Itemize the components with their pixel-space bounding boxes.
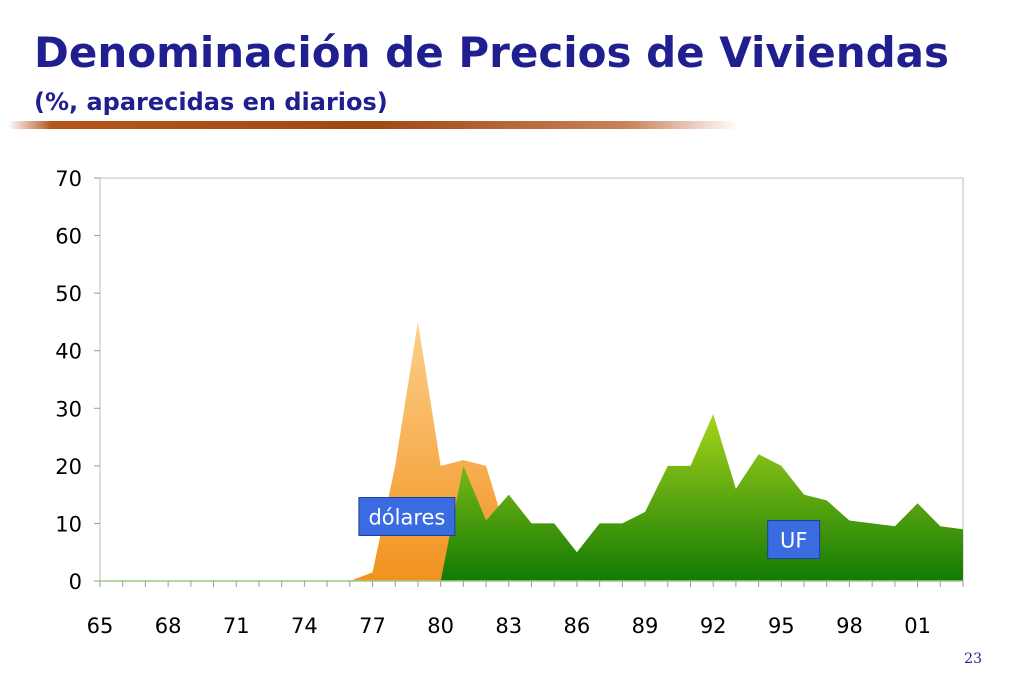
x-tick-label: 98 <box>836 614 863 638</box>
slide-title: Denominación de Precios de Viviendas <box>34 28 949 77</box>
x-tick-label: 74 <box>291 614 318 638</box>
axis-layer: 0 10 20 30 40 50 60 70 65 68 71 74 77 80 83 86 89 92 95 98 0… <box>55 167 964 638</box>
x-tick-label: 89 <box>632 614 659 638</box>
x-tick-label: 95 <box>768 614 795 638</box>
x-tick-label: 01 <box>904 614 931 638</box>
title-divider <box>8 121 738 129</box>
y-tick-label: 10 <box>55 512 82 536</box>
x-tick-label: 83 <box>495 614 522 638</box>
series-label-layer: dólares UF <box>358 497 821 560</box>
series-label-text: dólares <box>368 506 445 530</box>
page-number: 23 <box>964 651 982 667</box>
y-tick-label: 30 <box>55 397 82 421</box>
x-tick-label: 71 <box>223 614 250 638</box>
series-layer <box>100 321 963 581</box>
dolares-label: dólares <box>358 497 456 537</box>
y-tick-label: 70 <box>55 167 82 191</box>
x-tick-label: 68 <box>155 614 182 638</box>
x-tick-label: 86 <box>564 614 591 638</box>
y-tick-label: 20 <box>55 455 82 479</box>
y-tick-label: 50 <box>55 282 82 306</box>
uf-area <box>100 414 963 581</box>
y-tick-label: 40 <box>55 340 82 364</box>
y-tick-label: 0 <box>69 570 82 594</box>
series-label-text: UF <box>780 529 807 553</box>
y-tick-label: 60 <box>55 225 82 249</box>
uf-label: UF <box>767 520 821 560</box>
x-tick-label: 65 <box>87 614 114 638</box>
x-tick-label: 80 <box>427 614 454 638</box>
series-label-box <box>358 497 456 537</box>
x-tick-label: 92 <box>700 614 727 638</box>
slide-subtitle: (%, aparecidas en diarios) <box>34 88 388 116</box>
series-label-box <box>767 520 821 560</box>
x-tick-label: 77 <box>359 614 386 638</box>
